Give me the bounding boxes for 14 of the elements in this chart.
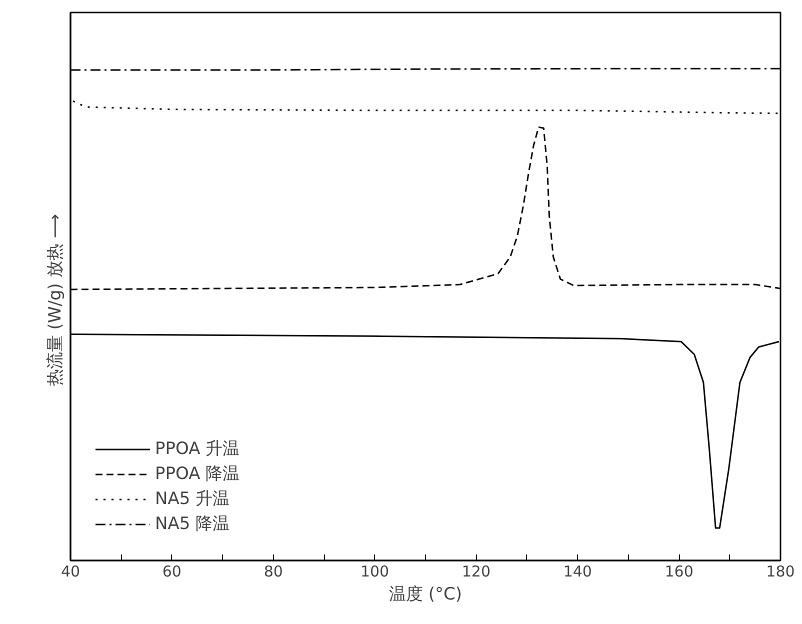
x-tick-label: 40 — [60, 562, 80, 580]
legend-label: NA5 降温 — [155, 513, 230, 535]
x-tick-label: 60 — [162, 562, 182, 580]
x-tick-label: 80 — [264, 562, 283, 580]
legend-label: PPOA 升温 — [155, 438, 240, 460]
y-axis-title: 热流量 (W/g) 放热 ⟶ — [46, 214, 66, 386]
legend-label: NA5 升温 — [155, 488, 230, 510]
legend-label: PPOA 降温 — [155, 463, 240, 485]
x-tick-label: 120 — [462, 562, 491, 580]
x-axis-title: 温度 (°C) — [388, 584, 462, 604]
x-tick-label: 100 — [360, 562, 390, 580]
x-tick-label: 180 — [766, 562, 795, 580]
x-tick-label: 160 — [664, 562, 694, 580]
x-tick-label: 140 — [563, 562, 592, 580]
